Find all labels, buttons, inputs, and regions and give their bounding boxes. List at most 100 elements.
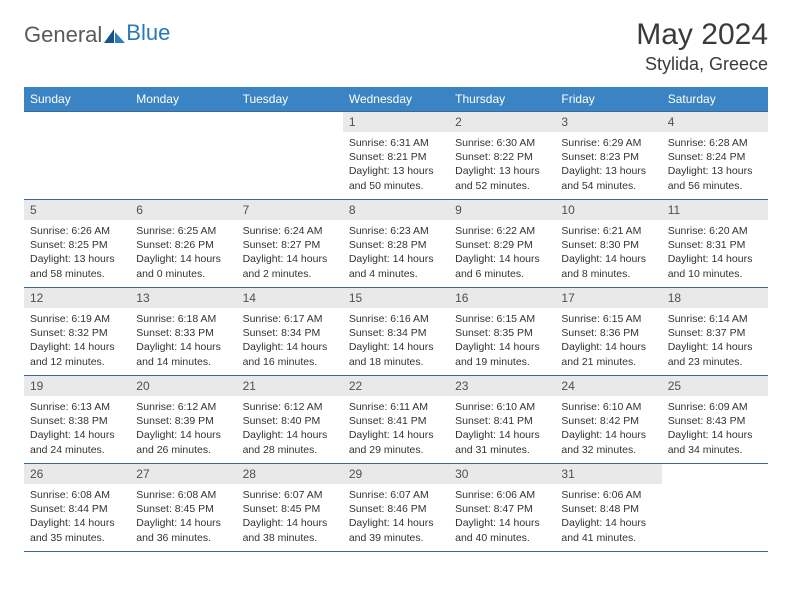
sunset-text: Sunset: 8:22 PM xyxy=(455,150,549,164)
sunset-text: Sunset: 8:34 PM xyxy=(243,326,337,340)
day-content: Sunrise: 6:06 AMSunset: 8:48 PMDaylight:… xyxy=(555,484,661,551)
daylight-text: Daylight: 14 hours and 29 minutes. xyxy=(349,428,443,456)
sunrise-text: Sunrise: 6:11 AM xyxy=(349,400,443,414)
calendar-cell: 28Sunrise: 6:07 AMSunset: 8:45 PMDayligh… xyxy=(237,464,343,552)
day-content: Sunrise: 6:12 AMSunset: 8:39 PMDaylight:… xyxy=(130,396,236,463)
daylight-text: Daylight: 14 hours and 16 minutes. xyxy=(243,340,337,368)
logo-text-general: General xyxy=(24,22,102,48)
sunset-text: Sunset: 8:39 PM xyxy=(136,414,230,428)
calendar-row: 12Sunrise: 6:19 AMSunset: 8:32 PMDayligh… xyxy=(24,288,768,376)
calendar-cell: 15Sunrise: 6:16 AMSunset: 8:34 PMDayligh… xyxy=(343,288,449,376)
calendar-cell: 29Sunrise: 6:07 AMSunset: 8:46 PMDayligh… xyxy=(343,464,449,552)
day-number xyxy=(24,112,130,132)
sunrise-text: Sunrise: 6:07 AM xyxy=(243,488,337,502)
daylight-text: Daylight: 13 hours and 56 minutes. xyxy=(668,164,762,192)
day-number: 27 xyxy=(130,464,236,484)
calendar-row: 1Sunrise: 6:31 AMSunset: 8:21 PMDaylight… xyxy=(24,112,768,200)
calendar-cell: 16Sunrise: 6:15 AMSunset: 8:35 PMDayligh… xyxy=(449,288,555,376)
day-number: 9 xyxy=(449,200,555,220)
daylight-text: Daylight: 14 hours and 8 minutes. xyxy=(561,252,655,280)
daylight-text: Daylight: 14 hours and 31 minutes. xyxy=(455,428,549,456)
daylight-text: Daylight: 14 hours and 40 minutes. xyxy=(455,516,549,544)
day-number: 12 xyxy=(24,288,130,308)
day-content: Sunrise: 6:18 AMSunset: 8:33 PMDaylight:… xyxy=(130,308,236,375)
daylight-text: Daylight: 14 hours and 19 minutes. xyxy=(455,340,549,368)
calendar-cell: 24Sunrise: 6:10 AMSunset: 8:42 PMDayligh… xyxy=(555,376,661,464)
calendar-cell: 20Sunrise: 6:12 AMSunset: 8:39 PMDayligh… xyxy=(130,376,236,464)
calendar-cell: 1Sunrise: 6:31 AMSunset: 8:21 PMDaylight… xyxy=(343,112,449,200)
day-content: Sunrise: 6:29 AMSunset: 8:23 PMDaylight:… xyxy=(555,132,661,199)
day-content: Sunrise: 6:09 AMSunset: 8:43 PMDaylight:… xyxy=(662,396,768,463)
day-number: 4 xyxy=(662,112,768,132)
day-number: 16 xyxy=(449,288,555,308)
day-content: Sunrise: 6:28 AMSunset: 8:24 PMDaylight:… xyxy=(662,132,768,199)
sunrise-text: Sunrise: 6:06 AM xyxy=(455,488,549,502)
day-number xyxy=(237,112,343,132)
sunset-text: Sunset: 8:21 PM xyxy=(349,150,443,164)
calendar-cell xyxy=(237,112,343,200)
day-content: Sunrise: 6:22 AMSunset: 8:29 PMDaylight:… xyxy=(449,220,555,287)
day-number: 1 xyxy=(343,112,449,132)
calendar-cell: 18Sunrise: 6:14 AMSunset: 8:37 PMDayligh… xyxy=(662,288,768,376)
day-number: 26 xyxy=(24,464,130,484)
sunrise-text: Sunrise: 6:25 AM xyxy=(136,224,230,238)
sunset-text: Sunset: 8:38 PM xyxy=(30,414,124,428)
calendar-cell: 19Sunrise: 6:13 AMSunset: 8:38 PMDayligh… xyxy=(24,376,130,464)
sunrise-text: Sunrise: 6:14 AM xyxy=(668,312,762,326)
day-content: Sunrise: 6:07 AMSunset: 8:46 PMDaylight:… xyxy=(343,484,449,551)
sunrise-text: Sunrise: 6:24 AM xyxy=(243,224,337,238)
sunset-text: Sunset: 8:47 PM xyxy=(455,502,549,516)
sunrise-text: Sunrise: 6:22 AM xyxy=(455,224,549,238)
daylight-text: Daylight: 14 hours and 4 minutes. xyxy=(349,252,443,280)
calendar-cell: 21Sunrise: 6:12 AMSunset: 8:40 PMDayligh… xyxy=(237,376,343,464)
day-number: 30 xyxy=(449,464,555,484)
calendar-cell: 6Sunrise: 6:25 AMSunset: 8:26 PMDaylight… xyxy=(130,200,236,288)
daylight-text: Daylight: 14 hours and 38 minutes. xyxy=(243,516,337,544)
daylight-text: Daylight: 14 hours and 26 minutes. xyxy=(136,428,230,456)
sunset-text: Sunset: 8:28 PM xyxy=(349,238,443,252)
day-content: Sunrise: 6:07 AMSunset: 8:45 PMDaylight:… xyxy=(237,484,343,551)
sunrise-text: Sunrise: 6:10 AM xyxy=(455,400,549,414)
calendar-cell xyxy=(24,112,130,200)
day-content: Sunrise: 6:30 AMSunset: 8:22 PMDaylight:… xyxy=(449,132,555,199)
day-content: Sunrise: 6:08 AMSunset: 8:44 PMDaylight:… xyxy=(24,484,130,551)
sunrise-text: Sunrise: 6:08 AM xyxy=(30,488,124,502)
calendar-cell xyxy=(662,464,768,552)
calendar-cell: 10Sunrise: 6:21 AMSunset: 8:30 PMDayligh… xyxy=(555,200,661,288)
day-number: 17 xyxy=(555,288,661,308)
day-content: Sunrise: 6:15 AMSunset: 8:36 PMDaylight:… xyxy=(555,308,661,375)
day-content: Sunrise: 6:13 AMSunset: 8:38 PMDaylight:… xyxy=(24,396,130,463)
daylight-text: Daylight: 14 hours and 28 minutes. xyxy=(243,428,337,456)
sunset-text: Sunset: 8:25 PM xyxy=(30,238,124,252)
day-content: Sunrise: 6:25 AMSunset: 8:26 PMDaylight:… xyxy=(130,220,236,287)
day-number: 28 xyxy=(237,464,343,484)
sunset-text: Sunset: 8:27 PM xyxy=(243,238,337,252)
day-number: 2 xyxy=(449,112,555,132)
sunrise-text: Sunrise: 6:12 AM xyxy=(136,400,230,414)
daylight-text: Daylight: 13 hours and 52 minutes. xyxy=(455,164,549,192)
daylight-text: Daylight: 14 hours and 6 minutes. xyxy=(455,252,549,280)
sunrise-text: Sunrise: 6:06 AM xyxy=(561,488,655,502)
sunrise-text: Sunrise: 6:29 AM xyxy=(561,136,655,150)
day-content: Sunrise: 6:16 AMSunset: 8:34 PMDaylight:… xyxy=(343,308,449,375)
day-content: Sunrise: 6:20 AMSunset: 8:31 PMDaylight:… xyxy=(662,220,768,287)
daylight-text: Daylight: 14 hours and 24 minutes. xyxy=(30,428,124,456)
sunset-text: Sunset: 8:41 PM xyxy=(455,414,549,428)
sunset-text: Sunset: 8:45 PM xyxy=(243,502,337,516)
weekday-header: Friday xyxy=(555,87,661,112)
day-number xyxy=(130,112,236,132)
sunset-text: Sunset: 8:34 PM xyxy=(349,326,443,340)
weekday-header: Tuesday xyxy=(237,87,343,112)
day-number xyxy=(662,464,768,484)
day-content: Sunrise: 6:08 AMSunset: 8:45 PMDaylight:… xyxy=(130,484,236,551)
day-number: 19 xyxy=(24,376,130,396)
daylight-text: Daylight: 14 hours and 21 minutes. xyxy=(561,340,655,368)
day-content: Sunrise: 6:11 AMSunset: 8:41 PMDaylight:… xyxy=(343,396,449,463)
sunset-text: Sunset: 8:30 PM xyxy=(561,238,655,252)
sunrise-text: Sunrise: 6:07 AM xyxy=(349,488,443,502)
calendar-cell: 30 Sunrise: 6:06 AMSunset: 8:47 PMDayligh… xyxy=(449,464,555,552)
daylight-text: Daylight: 14 hours and 32 minutes. xyxy=(561,428,655,456)
weekday-header: Wednesday xyxy=(343,87,449,112)
daylight-text: Daylight: 14 hours and 14 minutes. xyxy=(136,340,230,368)
sunrise-text: Sunrise: 6:20 AM xyxy=(668,224,762,238)
